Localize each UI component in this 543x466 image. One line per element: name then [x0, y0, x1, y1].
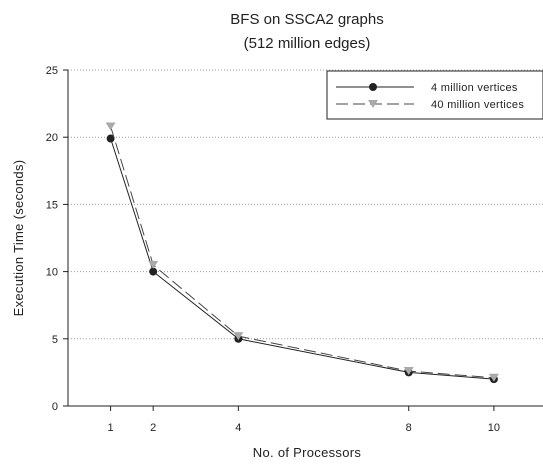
series-1-point — [403, 367, 414, 376]
y-tick-label: 20 — [46, 132, 58, 144]
chart-title-line2: (512 million edges) — [244, 35, 371, 52]
series-1-point — [148, 260, 159, 269]
series-1-point — [488, 373, 499, 382]
x-tick-label: 4 — [235, 422, 241, 434]
series-line-1 — [110, 126, 494, 379]
series-1-point — [233, 332, 244, 341]
legend-label-40m: 40 million vertices — [431, 99, 524, 111]
legend-marker-4m — [369, 83, 377, 91]
y-tick-label: 0 — [52, 401, 58, 413]
y-tick-label: 5 — [52, 334, 58, 346]
legend: 4 million vertices 40 million vertices — [326, 70, 543, 120]
y-axis-ticks: 0 5 10 15 20 25 — [46, 65, 68, 413]
series-line-0 — [110, 138, 494, 380]
x-tick-label: 2 — [150, 422, 156, 434]
series-0-point — [106, 134, 115, 143]
y-tick-label: 15 — [46, 199, 58, 211]
x-tick-label: 8 — [406, 422, 412, 434]
series-1-point — [105, 122, 116, 131]
y-axis-label: Execution Time (seconds) — [11, 160, 26, 317]
x-tick-label: 10 — [488, 422, 500, 434]
series-0-point — [149, 267, 158, 276]
x-tick-label: 1 — [108, 422, 114, 434]
legend-marker-40m — [368, 100, 378, 108]
x-axis-label: No. of Processors — [253, 445, 362, 460]
y-tick-label: 10 — [46, 267, 58, 279]
series-group — [105, 122, 499, 384]
legend-label-4m: 4 million vertices — [431, 82, 518, 94]
legend-box — [326, 70, 543, 120]
y-tick-label: 25 — [46, 65, 58, 77]
x-axis-ticks: 1 2 4 8 10 — [108, 406, 500, 434]
chart-title-line1: BFS on SSCA2 graphs — [230, 11, 383, 28]
